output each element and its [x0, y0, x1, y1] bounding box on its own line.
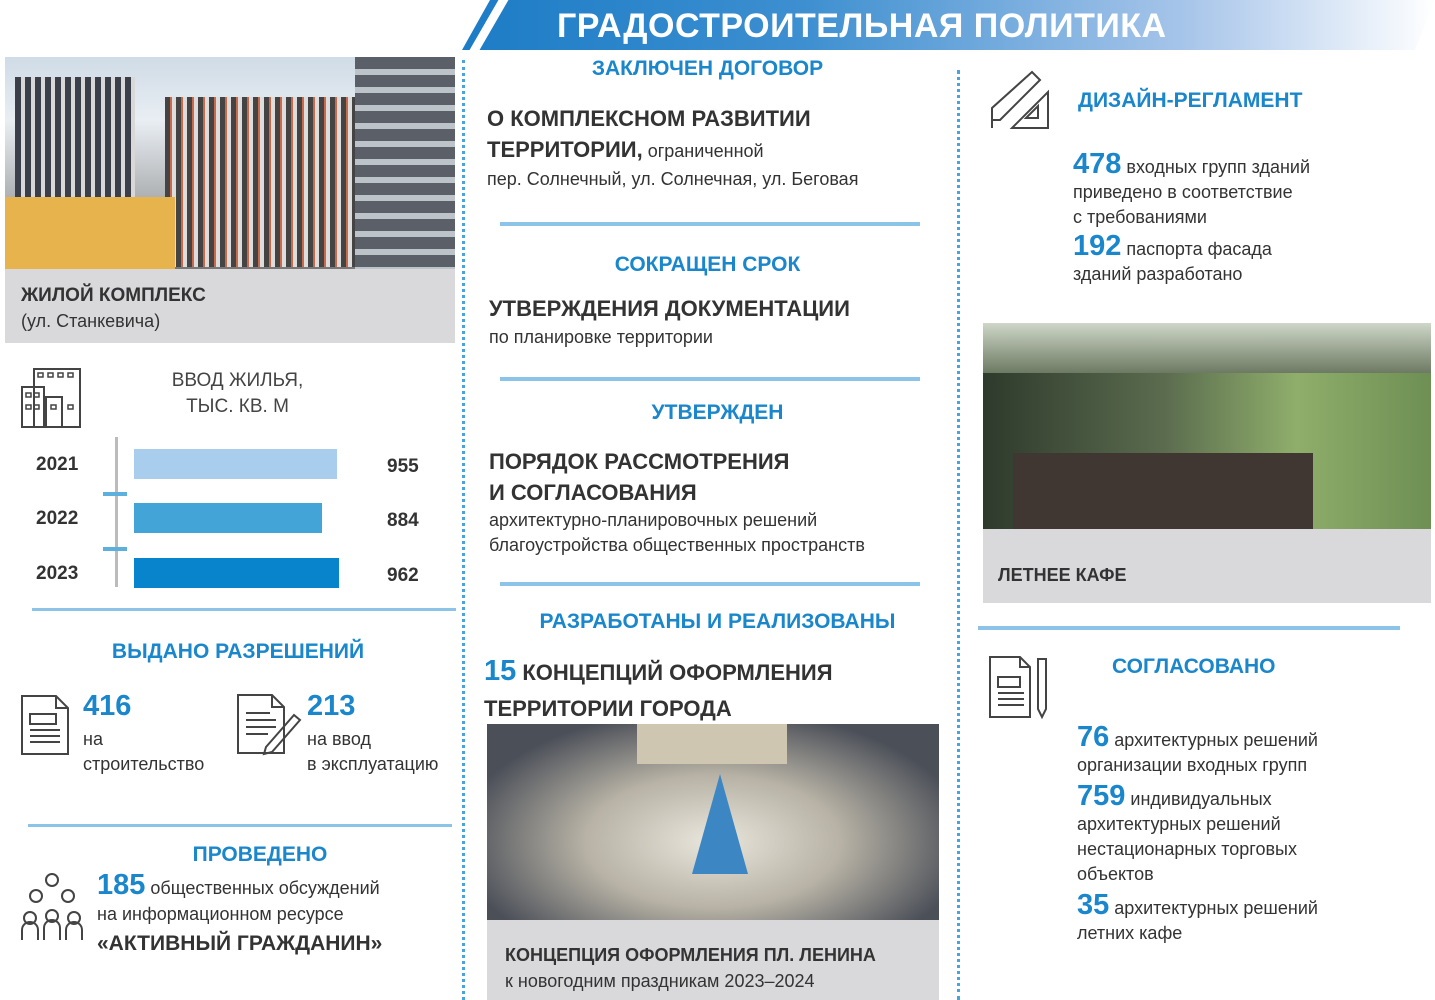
bar-value-label: 962	[387, 565, 419, 586]
bar-value-label: 955	[387, 456, 419, 477]
bar-2021	[134, 449, 338, 479]
people-group-icon	[21, 873, 83, 940]
bar-value-label: 884	[387, 510, 419, 531]
bar-category-label: 2023	[36, 563, 79, 584]
divider	[978, 626, 1400, 630]
bar-2023	[134, 558, 339, 588]
buildings-icon	[21, 368, 81, 428]
divider	[500, 582, 920, 586]
cafe-caption: ЛЕТНЕЕ КАФЕ	[983, 529, 1431, 603]
document-pencil-icon	[989, 656, 1047, 719]
bar-category-label: 2022	[36, 508, 79, 529]
summer-cafe-photo	[983, 323, 1431, 529]
document-pen-icon	[237, 694, 302, 756]
divider	[28, 824, 452, 827]
chart-tick	[103, 492, 127, 496]
hearings-heading: ПРОВЕДЕНО	[192, 843, 328, 866]
divider	[32, 608, 456, 611]
concept-caption: КОНЦЕПЦИЯ ОФОРМЛЕНИЯ ПЛ. ЛЕНИНА к нового…	[487, 920, 939, 1000]
bar-category-label: 2021	[36, 454, 79, 475]
chart-axis	[115, 437, 118, 587]
chart-tick	[103, 547, 127, 551]
column-divider	[957, 70, 960, 1000]
divider	[500, 222, 920, 226]
bar-2022	[134, 503, 323, 533]
chart-title: ВВОД ЖИЛЬЯ, ТЫС. КВ. М	[171, 370, 304, 417]
residential-complex-photo	[5, 57, 455, 269]
divider	[500, 377, 920, 381]
column-divider	[462, 60, 465, 1000]
lenin-square-concept-image	[487, 724, 939, 920]
document-icon	[21, 695, 69, 755]
ruler-pencil-icon	[991, 70, 1049, 129]
photo-caption: ЖИЛОЙ КОМПЛЕКС (ул. Станкевича)	[5, 269, 455, 343]
header-banner: ГРАДОСТРОИТЕЛЬНАЯ ПОЛИТИКА	[462, 0, 1435, 50]
page-title: ГРАДОСТРОИТЕЛЬНАЯ ПОЛИТИКА	[557, 7, 1167, 45]
contract-text: О КОМПЛЕКСНОМ РАЗВИТИИ ТЕРРИТОРИИ, огран…	[487, 106, 859, 189]
permits-heading: ВЫДАНО РАЗРЕШЕНИЙ	[111, 640, 365, 663]
